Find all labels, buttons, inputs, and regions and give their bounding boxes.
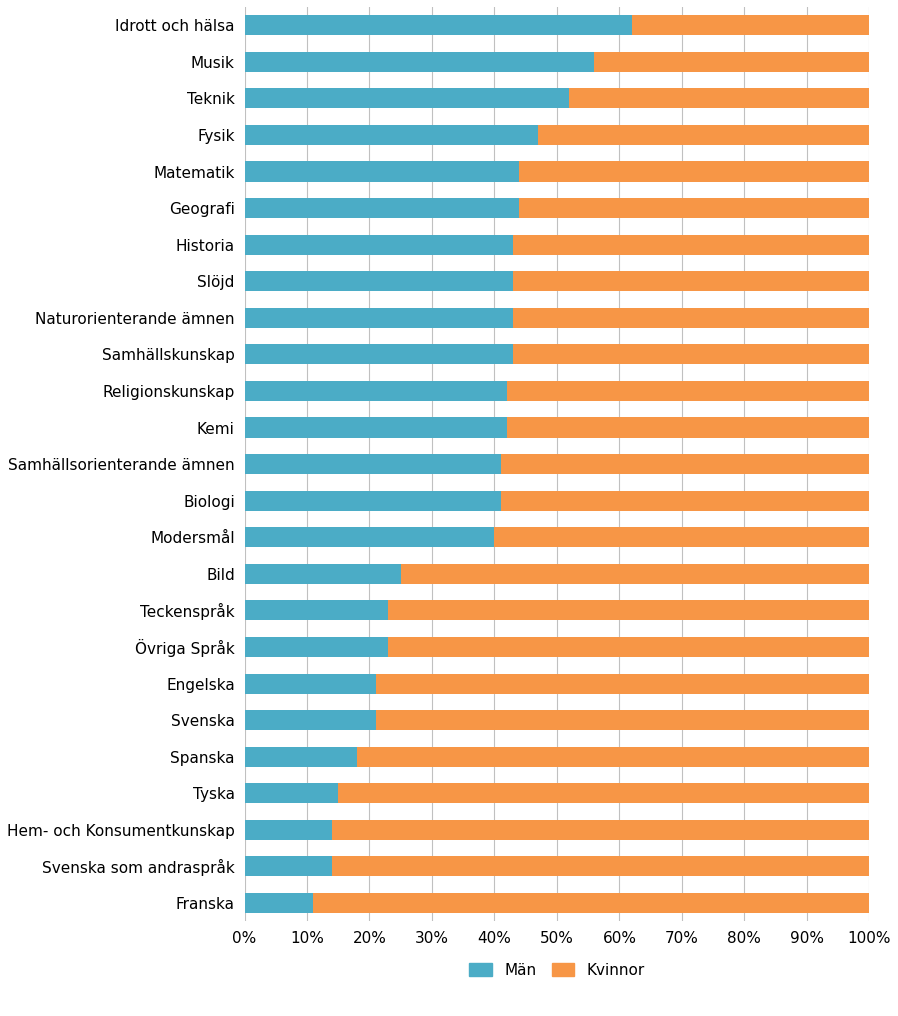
Bar: [244, 15, 632, 36]
Bar: [519, 198, 869, 218]
Bar: [513, 235, 869, 255]
Bar: [244, 418, 507, 438]
Bar: [244, 235, 513, 255]
Bar: [507, 418, 869, 438]
Bar: [332, 856, 869, 877]
Bar: [513, 271, 869, 292]
Bar: [375, 710, 869, 731]
Bar: [513, 308, 869, 328]
Bar: [244, 162, 519, 182]
Bar: [519, 162, 869, 182]
Bar: [507, 381, 869, 401]
Bar: [244, 344, 513, 365]
Bar: [244, 52, 594, 72]
Bar: [339, 783, 869, 804]
Bar: [313, 893, 869, 913]
Bar: [632, 15, 869, 36]
Bar: [244, 747, 357, 767]
Bar: [244, 308, 513, 328]
Bar: [357, 747, 869, 767]
Bar: [569, 88, 869, 109]
Bar: [244, 893, 313, 913]
Bar: [401, 564, 869, 584]
Bar: [332, 820, 869, 840]
Bar: [244, 600, 388, 621]
Bar: [501, 454, 869, 474]
Bar: [501, 491, 869, 511]
Bar: [375, 674, 869, 694]
Bar: [244, 783, 339, 804]
Bar: [538, 125, 869, 145]
Bar: [244, 454, 501, 474]
Bar: [244, 710, 375, 731]
Bar: [244, 271, 513, 292]
Bar: [244, 674, 375, 694]
Bar: [594, 52, 869, 72]
Bar: [244, 88, 569, 109]
Bar: [388, 637, 869, 657]
Bar: [244, 491, 501, 511]
Bar: [244, 527, 495, 548]
Bar: [244, 381, 507, 401]
Bar: [388, 600, 869, 621]
Bar: [244, 637, 388, 657]
Bar: [513, 344, 869, 365]
Legend: Män, Kvinnor: Män, Kvinnor: [469, 962, 645, 977]
Bar: [244, 564, 401, 584]
Bar: [495, 527, 869, 548]
Bar: [244, 198, 519, 218]
Bar: [244, 820, 332, 840]
Bar: [244, 125, 538, 145]
Bar: [244, 856, 332, 877]
